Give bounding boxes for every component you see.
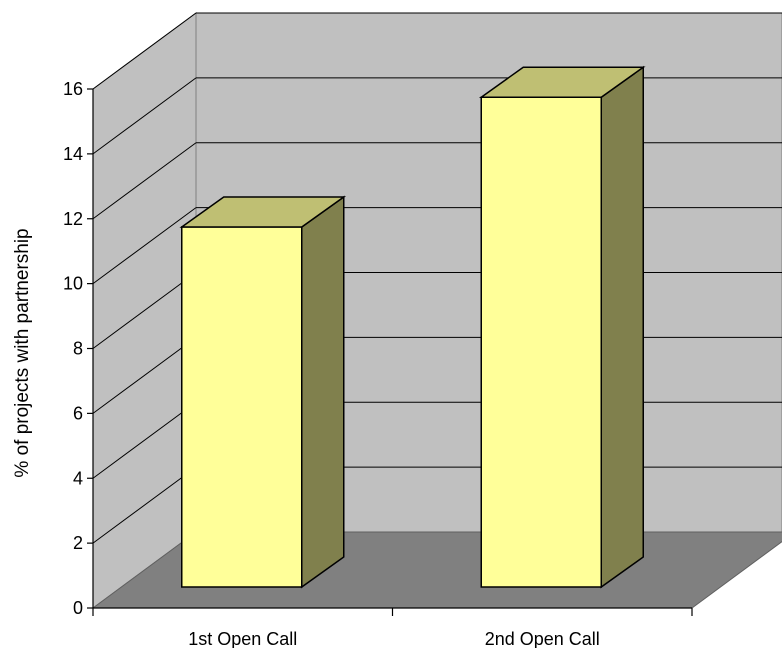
y-tick-label: 12 [63,209,83,229]
bar-top [179,196,347,228]
x-category-label: 2nd Open Call [485,629,600,648]
gridline-side [92,77,197,155]
bar-side [600,65,644,589]
gridline-side [92,401,197,479]
y-axis-title: % of projects with partnership [12,228,33,477]
bar-front [181,226,303,588]
gridline-side [92,142,197,220]
gridline-side [92,12,197,90]
y-tick-label: 4 [73,468,83,488]
y-tick-label: 16 [63,79,83,99]
bar-side [301,195,345,589]
gridline-side [92,207,197,285]
x-category-label: 1st Open Call [188,629,297,648]
y-tick-label: 2 [73,533,83,553]
y-tick-label: 14 [63,144,83,164]
y-tick-label: 6 [73,403,83,423]
gridline-side [92,466,197,544]
y-tick-label: 8 [73,339,83,359]
bar-front [480,96,602,588]
y-tick-label: 10 [63,274,83,294]
y-tick-label: 0 [73,598,83,618]
bar-top [478,66,646,98]
gridline-side [92,272,197,349]
gridline-side [92,336,197,414]
